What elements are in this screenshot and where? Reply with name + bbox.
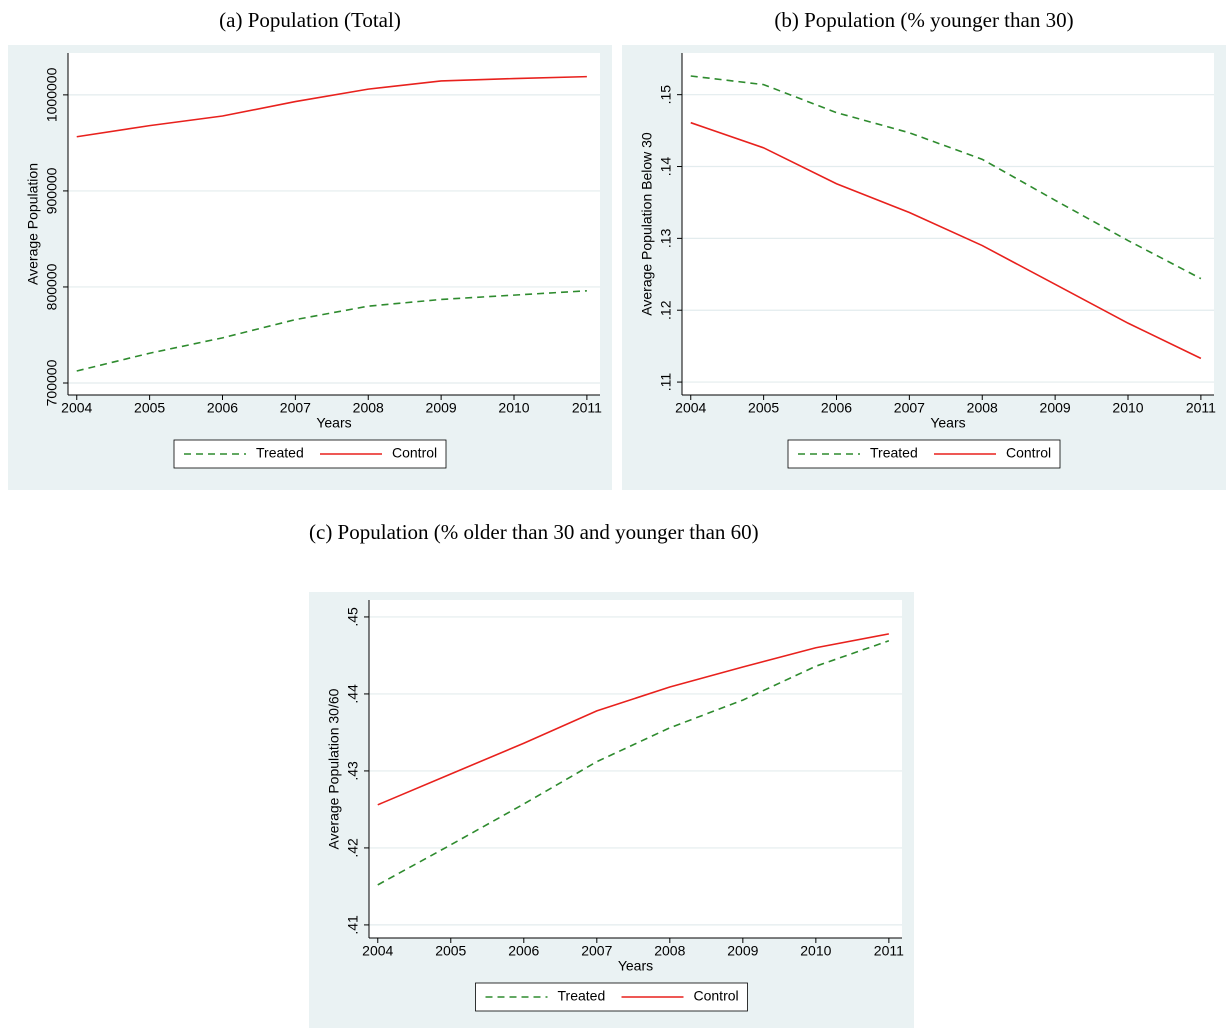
legend-box [173, 439, 447, 469]
y-tick-label: .12 [658, 300, 674, 320]
chart-panel: .11 .12 .13 .14 .15 2004 2005 2006 2007 2008 2009 2… [622, 45, 1226, 490]
y-axis-label: Average Population Below 30 [639, 132, 655, 316]
x-tick-label: 2011 [1186, 400, 1216, 416]
y-tick-label: .44 [345, 684, 361, 704]
legend-label: Control [392, 445, 437, 461]
chart-title: (b) Population (% younger than 30) [774, 8, 1074, 32]
x-tick-label: 2009 [1040, 400, 1071, 416]
x-tick-label: 2010 [1112, 400, 1143, 416]
chart-panel: 700000 800000 900000 1000000 2004 2005 2006 200… [8, 45, 612, 490]
y-axis-label: Average Population 30/60 [326, 688, 342, 849]
x-tick-label: 2007 [280, 400, 311, 416]
chart-panel: .41 .42 .43 .44 .45 2004 2005 2006 2007 2008 2009 2… [309, 592, 914, 1028]
x-axis-label: Years [618, 958, 653, 974]
x-tick-label: 2006 [508, 943, 539, 959]
data-line [377, 633, 890, 806]
y-axis-label: Average Population [25, 163, 41, 285]
x-tick-label: 2011 [572, 400, 602, 416]
y-tick-label: .15 [658, 85, 674, 105]
x-tick-label: 2011 [874, 943, 904, 959]
y-tick-label: .42 [345, 838, 361, 858]
y-tick-label: .14 [658, 157, 674, 177]
x-tick-label: 2004 [61, 400, 92, 416]
x-tick-label: 2010 [498, 400, 529, 416]
plot-area [369, 600, 902, 938]
x-tick-label: 2007 [581, 943, 612, 959]
x-tick-label: 2008 [967, 400, 998, 416]
data-line [690, 75, 1202, 280]
plot-area [682, 53, 1214, 395]
x-tick-label: 2006 [207, 400, 238, 416]
x-tick-label: 2009 [426, 400, 457, 416]
y-tick-label: 700000 [44, 359, 60, 406]
legend-box [787, 439, 1061, 469]
data-line [377, 640, 890, 886]
legend-label: Treated [870, 445, 918, 461]
y-tick-label: .41 [345, 915, 361, 935]
x-tick-label: 2006 [821, 400, 852, 416]
chart: 700000 800000 900000 1000000 2004 2005 2006 200… [25, 53, 602, 469]
data-line [76, 75, 587, 138]
x-axis-label: Years [316, 415, 351, 431]
x-tick-label: 2008 [353, 400, 384, 416]
data-line [76, 289, 587, 372]
legend-label: Control [694, 988, 739, 1004]
x-tick-label: 2005 [134, 400, 165, 416]
y-tick-label: .45 [345, 607, 361, 627]
x-tick-label: 2010 [800, 943, 831, 959]
legend-label: Treated [558, 988, 606, 1004]
legend-label: Control [1006, 445, 1051, 461]
x-tick-label: 2004 [675, 400, 706, 416]
chart-title: (a) Population (Total) [219, 8, 401, 32]
legend-label: Treated [256, 445, 304, 461]
x-axis-label: Years [930, 415, 965, 431]
chart: .41 .42 .43 .44 .45 2004 2005 2006 2007 2008 2009 2… [326, 600, 904, 1012]
plot-area [68, 53, 600, 395]
y-tick-label: 1000000 [44, 67, 60, 122]
x-tick-label: 2005 [435, 943, 466, 959]
y-tick-label: .43 [345, 761, 361, 781]
x-tick-label: 2004 [362, 943, 393, 959]
chart: .11 .12 .13 .14 .15 2004 2005 2006 2007 2008 2009 2… [639, 53, 1216, 469]
x-tick-label: 2008 [654, 943, 685, 959]
y-tick-label: 800000 [44, 263, 60, 310]
legend-box [475, 982, 748, 1012]
chart-title: (c) Population (% older than 30 and youn… [309, 520, 759, 544]
data-line [690, 121, 1202, 360]
x-tick-label: 2005 [748, 400, 779, 416]
x-tick-label: 2009 [727, 943, 758, 959]
x-tick-label: 2007 [894, 400, 925, 416]
y-tick-label: 900000 [44, 167, 60, 214]
y-tick-label: .11 [658, 373, 674, 392]
y-tick-label: .13 [658, 228, 674, 248]
